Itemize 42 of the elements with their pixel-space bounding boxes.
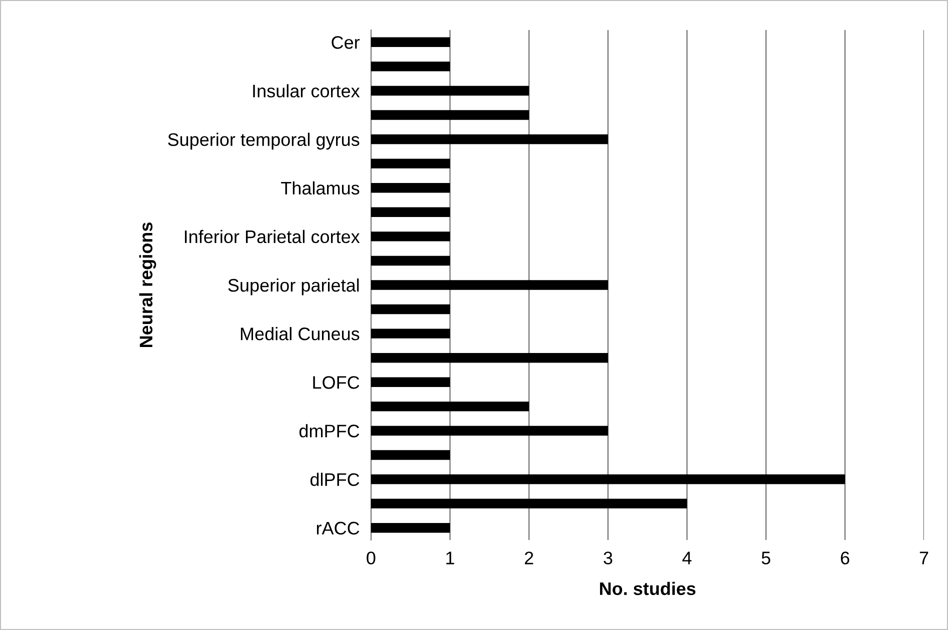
bar xyxy=(371,280,608,290)
bar xyxy=(371,474,845,484)
y-tick-label: Cer xyxy=(332,36,360,49)
bar xyxy=(371,207,450,217)
y-tick-label: LOFC xyxy=(313,376,360,389)
x-tick-label: 6 xyxy=(840,552,850,564)
y-tick-label: Insular cortex xyxy=(253,84,360,98)
bar xyxy=(371,134,608,144)
bar xyxy=(371,110,529,120)
y-axis-title: Neural regions xyxy=(139,222,156,347)
bar xyxy=(371,402,529,412)
bar xyxy=(371,183,450,193)
bar xyxy=(371,37,450,47)
bar xyxy=(371,62,450,72)
y-tick-label: Superior temporal gyrus xyxy=(168,132,360,150)
y-tick-label: Inferior Parietal cortex xyxy=(184,230,360,244)
bar xyxy=(371,353,608,363)
y-tick-label: Superior parietal xyxy=(228,278,359,296)
bar xyxy=(371,158,450,168)
x-tick-label: 2 xyxy=(524,552,534,564)
x-tick-label: 5 xyxy=(762,552,770,564)
x-axis-title: No. studies xyxy=(600,582,696,596)
bar xyxy=(371,426,608,436)
y-tick-label: dlPFC xyxy=(310,472,360,486)
bar xyxy=(371,498,687,508)
bar xyxy=(371,256,450,266)
y-tick-label: Thalamus xyxy=(281,181,360,195)
bar xyxy=(371,450,450,460)
bar xyxy=(371,304,450,314)
y-tick-label: Medial Cuneus xyxy=(240,327,360,340)
bar xyxy=(371,377,450,387)
x-tick-label: 4 xyxy=(682,552,692,564)
x-tick-label: 1 xyxy=(446,552,454,564)
x-tick-label: 3 xyxy=(604,552,612,564)
bar xyxy=(371,328,450,338)
x-tick-label: 7 xyxy=(920,552,928,564)
bar xyxy=(371,232,450,242)
bar xyxy=(371,523,450,533)
x-tick-label: 0 xyxy=(366,552,376,564)
bar xyxy=(371,86,529,96)
y-tick-label: dmPFC xyxy=(299,424,360,438)
y-tick-label: rACC xyxy=(316,522,360,535)
